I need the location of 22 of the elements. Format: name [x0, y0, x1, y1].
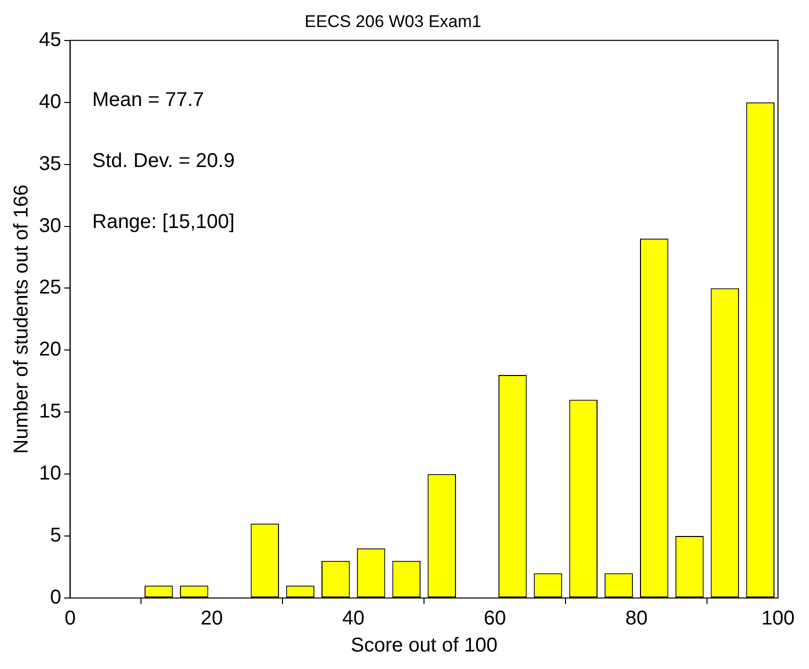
y-tick-label: 0	[50, 586, 62, 609]
chart-title: EECS 206 W03 Exam1	[304, 12, 482, 31]
y-tick-label: 10	[38, 462, 62, 485]
x-axis-title: Score out of 100	[350, 634, 498, 657]
y-tick-label: 40	[38, 90, 62, 113]
annotation: Range: [15,100]	[92, 210, 235, 233]
x-tick-label: 40	[342, 608, 364, 630]
x-tick-label: 60	[484, 608, 506, 630]
y-tick-label: 20	[38, 338, 62, 361]
x-tick-label: 20	[200, 608, 223, 630]
y-tick-label: 45	[38, 28, 62, 51]
y-tick-label: 35	[38, 152, 62, 175]
y-tick-label: 25	[38, 276, 62, 299]
x-tick-label: 0	[64, 608, 76, 630]
x-tick-label: 80	[625, 608, 648, 630]
y-tick-label: 5	[50, 524, 62, 547]
annotation: Mean = 77.7	[92, 88, 204, 111]
y-axis-title: Number of students out of 166	[10, 184, 33, 454]
y-tick-label: 15	[38, 400, 62, 423]
x-tick-label: 100	[761, 608, 795, 630]
y-tick-label: 30	[38, 214, 62, 237]
annotation: Std. Dev. = 20.9	[92, 150, 235, 172]
